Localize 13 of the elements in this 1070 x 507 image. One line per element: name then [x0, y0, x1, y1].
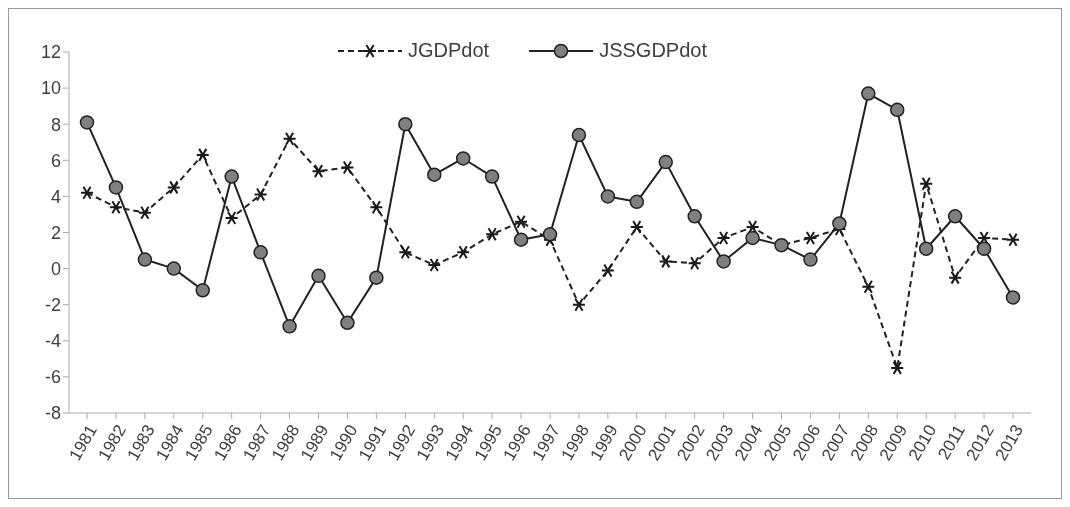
- y-tick-label: 6: [50, 150, 61, 171]
- y-tick-label: 10: [40, 78, 61, 99]
- y-tick-label: -6: [44, 367, 61, 388]
- y-tick-label: 0: [50, 258, 61, 279]
- y-tick-label: -2: [44, 295, 61, 316]
- legend-label: JSSGDPdot: [599, 39, 707, 62]
- y-tick-label: -4: [44, 331, 61, 352]
- y-tick-label: 2: [50, 222, 61, 243]
- legend-label: JGDPdot: [408, 39, 490, 62]
- y-tick-label: 12: [40, 42, 61, 63]
- y-tick-label: 4: [50, 186, 61, 207]
- y-tick-label: 8: [50, 114, 61, 135]
- y-tick-label: -8: [44, 403, 61, 424]
